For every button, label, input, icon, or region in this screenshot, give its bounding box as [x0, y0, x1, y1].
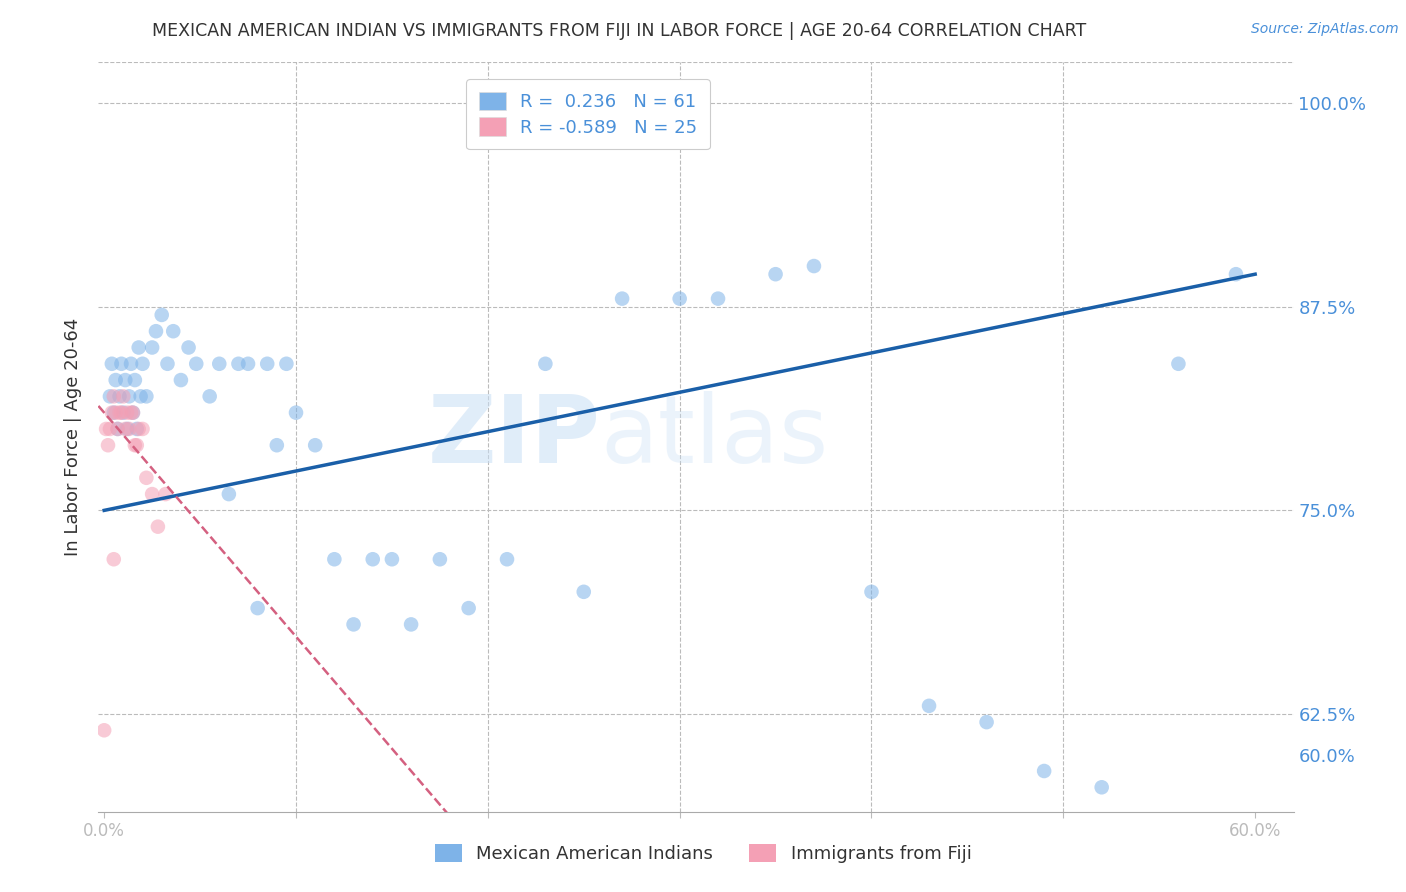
Point — [429, 552, 451, 566]
Point — [110, 357, 132, 371]
Point — [101, 406, 124, 420]
Point — [125, 422, 148, 436]
Point — [112, 406, 135, 420]
Point — [323, 552, 346, 566]
Point — [1091, 780, 1114, 795]
Point — [155, 487, 177, 501]
Point — [381, 552, 404, 566]
Point — [104, 406, 127, 420]
Point — [103, 389, 125, 403]
Point — [1167, 357, 1189, 371]
Point — [918, 698, 941, 713]
Point — [131, 357, 153, 371]
Point — [114, 373, 136, 387]
Point — [266, 438, 288, 452]
Point — [457, 601, 479, 615]
Point — [135, 471, 157, 485]
Point — [94, 422, 117, 436]
Point — [98, 389, 121, 403]
Point — [342, 617, 364, 632]
Point — [131, 422, 153, 436]
Point — [170, 373, 193, 387]
Point — [104, 373, 127, 387]
Point — [228, 357, 250, 371]
Point — [162, 324, 184, 338]
Point — [156, 357, 179, 371]
Point — [103, 552, 125, 566]
Point — [707, 292, 730, 306]
Point — [304, 438, 326, 452]
Point — [120, 406, 142, 420]
Point — [177, 341, 200, 355]
Point — [1225, 267, 1247, 281]
Point — [496, 552, 519, 566]
Point — [765, 267, 787, 281]
Point — [285, 406, 308, 420]
Point — [198, 389, 221, 403]
Point — [125, 438, 148, 452]
Text: atlas: atlas — [600, 391, 828, 483]
Point — [208, 357, 231, 371]
Point — [122, 406, 145, 420]
Point — [107, 422, 129, 436]
Point — [146, 519, 169, 533]
Point — [122, 406, 145, 420]
Point — [118, 389, 141, 403]
Point — [124, 373, 146, 387]
Point — [114, 422, 136, 436]
Point — [361, 552, 384, 566]
Y-axis label: In Labor Force | Age 20-64: In Labor Force | Age 20-64 — [65, 318, 83, 557]
Point — [112, 389, 135, 403]
Legend: Mexican American Indians, Immigrants from Fiji: Mexican American Indians, Immigrants fro… — [423, 833, 983, 874]
Text: MEXICAN AMERICAN INDIAN VS IMMIGRANTS FROM FIJI IN LABOR FORCE | AGE 20-64 CORRE: MEXICAN AMERICAN INDIAN VS IMMIGRANTS FR… — [152, 22, 1085, 40]
Point — [236, 357, 259, 371]
Point — [110, 406, 132, 420]
Point — [145, 324, 167, 338]
Point — [534, 357, 557, 371]
Point — [218, 487, 240, 501]
Point — [399, 617, 422, 632]
Point — [129, 389, 152, 403]
Point — [246, 601, 269, 615]
Point — [276, 357, 298, 371]
Point — [124, 438, 146, 452]
Point — [610, 292, 633, 306]
Text: Source: ZipAtlas.com: Source: ZipAtlas.com — [1251, 22, 1399, 37]
Point — [150, 308, 173, 322]
Point — [115, 406, 138, 420]
Point — [103, 406, 125, 420]
Point — [120, 357, 142, 371]
Point — [93, 723, 115, 738]
Point — [1033, 764, 1056, 778]
Point — [108, 406, 131, 420]
Point — [572, 584, 595, 599]
Point — [101, 357, 124, 371]
Point — [976, 715, 998, 730]
Point — [141, 341, 163, 355]
Point — [135, 389, 157, 403]
Point — [668, 292, 690, 306]
Point — [118, 422, 141, 436]
Point — [115, 422, 138, 436]
Legend: R =  0.236   N = 61, R = -0.589   N = 25: R = 0.236 N = 61, R = -0.589 N = 25 — [465, 79, 710, 149]
Point — [107, 422, 129, 436]
Point — [108, 389, 131, 403]
Text: ZIP: ZIP — [427, 391, 600, 483]
Point — [186, 357, 208, 371]
Point — [97, 438, 120, 452]
Point — [128, 422, 150, 436]
Point — [860, 584, 883, 599]
Point — [128, 341, 150, 355]
Point — [256, 357, 278, 371]
Point — [141, 487, 163, 501]
Point — [98, 422, 121, 436]
Point — [803, 259, 825, 273]
